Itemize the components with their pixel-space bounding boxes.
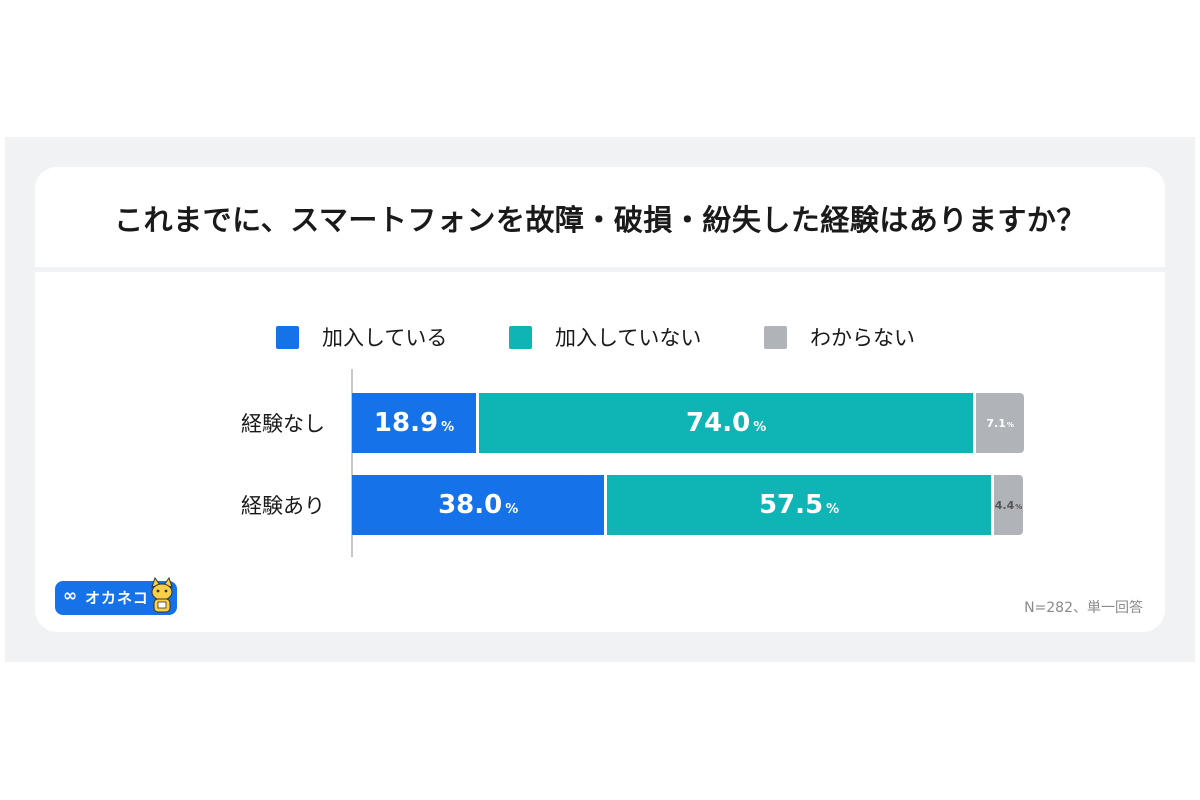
chart-title: これまでに、スマートフォンを故障・破損・紛失した経験はありますか？ [114,203,1086,237]
sample-note: N=282、単一回答 [1024,600,1143,616]
legend-item-not-subscribed: 加入していない [509,322,701,352]
legend-swatch-not-subscribed [509,325,532,349]
title-divider [35,267,1165,272]
data-label-unit: % [505,501,519,517]
logo-text: オカネコ [85,589,149,607]
legend-swatch-unknown [764,325,787,349]
data-label-unit: % [1015,502,1023,511]
data-label-value: 4.4 [994,498,1015,512]
data-label-value: 57.5 [758,490,824,520]
data-label-no-experience-unknown: 7.1% [976,393,1024,453]
legend-label-unknown: わからない [810,326,915,350]
category-label-no-experience: 経験なし [241,412,325,436]
chart-card: これまでに、スマートフォンを故障・破損・紛失した経験はありますか？ 加入している… [35,167,1165,632]
legend-label-not-subscribed: 加入していない [555,326,702,350]
data-label-value: 7.1 [986,416,1006,430]
data-label-unit: % [441,419,455,435]
category-axis-line [351,369,353,557]
bar-no-experience-subscribed [352,393,476,453]
data-label-unit: % [1006,420,1014,429]
category-label-has-experience: 経験あり [241,494,325,518]
bar-no-experience-unknown [976,393,1024,453]
data-label-unit: % [826,501,840,517]
data-label-has-experience-unknown: 4.4% [994,475,1024,535]
data-label-no-experience-not-subscribed: 74.0% [479,393,973,453]
legend-swatch-subscribed [276,325,299,349]
data-label-has-experience-not-subscribed: 57.5% [607,475,990,535]
data-label-unit: % [753,419,767,435]
okaneko-logo: ∞ オカネコ [55,577,177,615]
data-label-value: 18.9 [373,408,439,438]
data-label-value: 74.0 [686,408,751,438]
legend-item-unknown: わからない [764,322,915,352]
data-label-has-experience-subscribed: 38.0% [352,475,604,535]
bar-has-experience-unknown [993,475,1024,535]
bar-has-experience-not-subscribed [607,475,991,535]
bar-has-experience-subscribed [352,475,605,535]
legend-label-subscribed: 加入している [322,326,448,350]
legend-item-subscribed: 加入している [276,322,447,352]
cat-mascot-icon [151,577,173,613]
bar-no-experience-not-subscribed [479,393,974,453]
data-label-no-experience-subscribed: 18.9% [352,393,476,453]
data-label-value: 38.0 [438,490,503,520]
infinity-icon: ∞ [63,586,78,606]
